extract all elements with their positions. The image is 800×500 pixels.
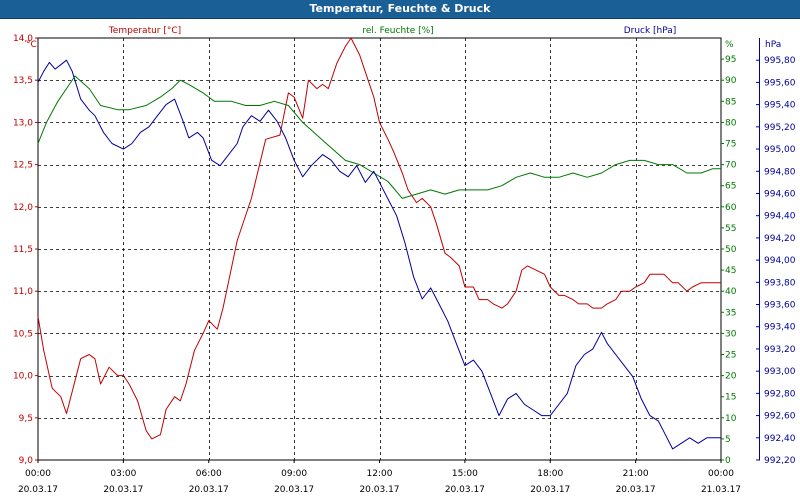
pressure-tick-label: 992,80 <box>764 389 796 399</box>
humidity-tick-label: 45 <box>725 266 736 276</box>
humidity-tick-label: 5 <box>725 435 731 445</box>
temperature-tick-label: 11,0 <box>13 287 33 297</box>
humidity-axis-title: rel. Feuchte [%] <box>362 26 433 36</box>
plot-frame <box>37 37 722 461</box>
temperature-tick-label: 11,5 <box>13 245 33 255</box>
x-tick-date-label: 20.03.17 <box>530 485 570 495</box>
humidity-tick-label: 90 <box>725 76 737 86</box>
x-tick-time-label: 12:00 <box>367 469 393 479</box>
temperature-series-line <box>37 37 721 440</box>
x-tick-time-label: 00:00 <box>25 469 51 479</box>
humidity-tick-label: 15 <box>725 393 736 403</box>
humidity-tick-label: 65 <box>725 182 736 192</box>
pressure-tick-label: 993,20 <box>764 345 796 355</box>
pressure-tick-label: 995,80 <box>764 56 796 66</box>
pressure-tick-label: 993,60 <box>764 301 796 311</box>
humidity-tick-label: 70 <box>725 161 737 171</box>
x-tick-date-label: 20.03.17 <box>274 485 314 495</box>
series-layer <box>37 37 721 450</box>
pressure-tick-label: 993,80 <box>764 278 796 288</box>
x-tick-time-label: 09:00 <box>281 469 307 479</box>
pressure-tick-label: 995,40 <box>764 101 796 111</box>
humidity-unit-label: % <box>725 40 734 50</box>
humidity-tick-label: 85 <box>725 97 736 107</box>
x-tick-time-label: 21:00 <box>623 469 649 479</box>
x-tick-date-label: 20.03.17 <box>189 485 229 495</box>
pressure-axis-title: Druck [hPa] <box>624 26 677 36</box>
pressure-tick-label: 994,00 <box>764 256 796 266</box>
axis-layer: °C Temperatur [°C] 14,0 13,5 13,0 12,5 12,0 11,… <box>13 26 796 495</box>
temperature-tick-label: 13,0 <box>13 118 33 128</box>
pressure-tick-label: 992,20 <box>764 456 796 466</box>
humidity-tick-label: 30 <box>725 329 737 339</box>
pressure-tick-label: 995,60 <box>764 78 796 88</box>
x-tick-time-label: 18:00 <box>537 469 563 479</box>
humidity-tick-label: 60 <box>725 203 737 213</box>
x-tick-time-label: 15:00 <box>452 469 478 479</box>
x-tick-date-label: 21.03.17 <box>701 485 741 495</box>
humidity-tick-label: 55 <box>725 224 736 234</box>
humidity-tick-label: 0 <box>725 456 731 466</box>
pressure-tick-label: 995,20 <box>764 123 796 133</box>
chart-title-bar <box>0 0 800 19</box>
temperature-tick-label: 10,0 <box>13 372 33 382</box>
humidity-tick-label: 35 <box>725 308 736 318</box>
x-tick-date-label: 20.03.17 <box>616 485 656 495</box>
temperature-tick-label: 9,0 <box>19 456 34 466</box>
temperature-tick-label: 9,5 <box>19 414 33 424</box>
humidity-series-line <box>37 75 721 199</box>
x-tick-time-label: 06:00 <box>196 469 222 479</box>
x-tick-date-label: 20.03.17 <box>18 485 58 495</box>
x-tick-date-label: 20.03.17 <box>103 485 143 495</box>
pressure-tick-label: 993,00 <box>764 367 796 377</box>
pressure-unit-label: hPa <box>765 40 781 50</box>
x-tick-time-label: 00:00 <box>708 469 734 479</box>
temperature-tick-label: 12,5 <box>13 161 33 171</box>
humidity-tick-label: 20 <box>725 372 737 382</box>
humidity-tick-label: 95 <box>725 55 736 65</box>
pressure-tick-label: 994,60 <box>764 189 796 199</box>
pressure-tick-label: 992,40 <box>764 434 796 444</box>
grid-layer <box>38 38 721 460</box>
humidity-tick-label: 50 <box>725 245 737 255</box>
chart-title: Temperatur, Feuchte & Druck <box>309 2 491 15</box>
x-tick-date-label: 20.03.17 <box>359 485 399 495</box>
pressure-tick-label: 993,40 <box>764 323 796 333</box>
temperature-tick-label: 10,5 <box>13 329 33 339</box>
temperature-unit-label: °C <box>26 40 37 50</box>
pressure-tick-label: 994,80 <box>764 167 796 177</box>
humidity-tick-label: 10 <box>725 414 737 424</box>
humidity-tick-label: 80 <box>725 118 737 128</box>
temperature-tick-label: 13,5 <box>13 76 33 86</box>
temperature-tick-label: 12,0 <box>13 203 33 213</box>
pressure-tick-label: 994,40 <box>764 212 796 222</box>
temperature-tick-label: 14,0 <box>13 34 33 44</box>
humidity-tick-label: 75 <box>725 140 736 150</box>
pressure-tick-label: 995,00 <box>764 145 796 155</box>
pressure-tick-label: 994,20 <box>764 234 796 244</box>
pressure-tick-label: 992,60 <box>764 412 796 422</box>
x-tick-time-label: 03:00 <box>110 469 136 479</box>
x-tick-date-label: 20.03.17 <box>445 485 485 495</box>
pressure-series-line <box>37 59 721 450</box>
temperature-axis-title: Temperatur [°C] <box>108 26 181 36</box>
humidity-tick-label: 25 <box>725 351 736 361</box>
humidity-tick-label: 40 <box>725 287 737 297</box>
